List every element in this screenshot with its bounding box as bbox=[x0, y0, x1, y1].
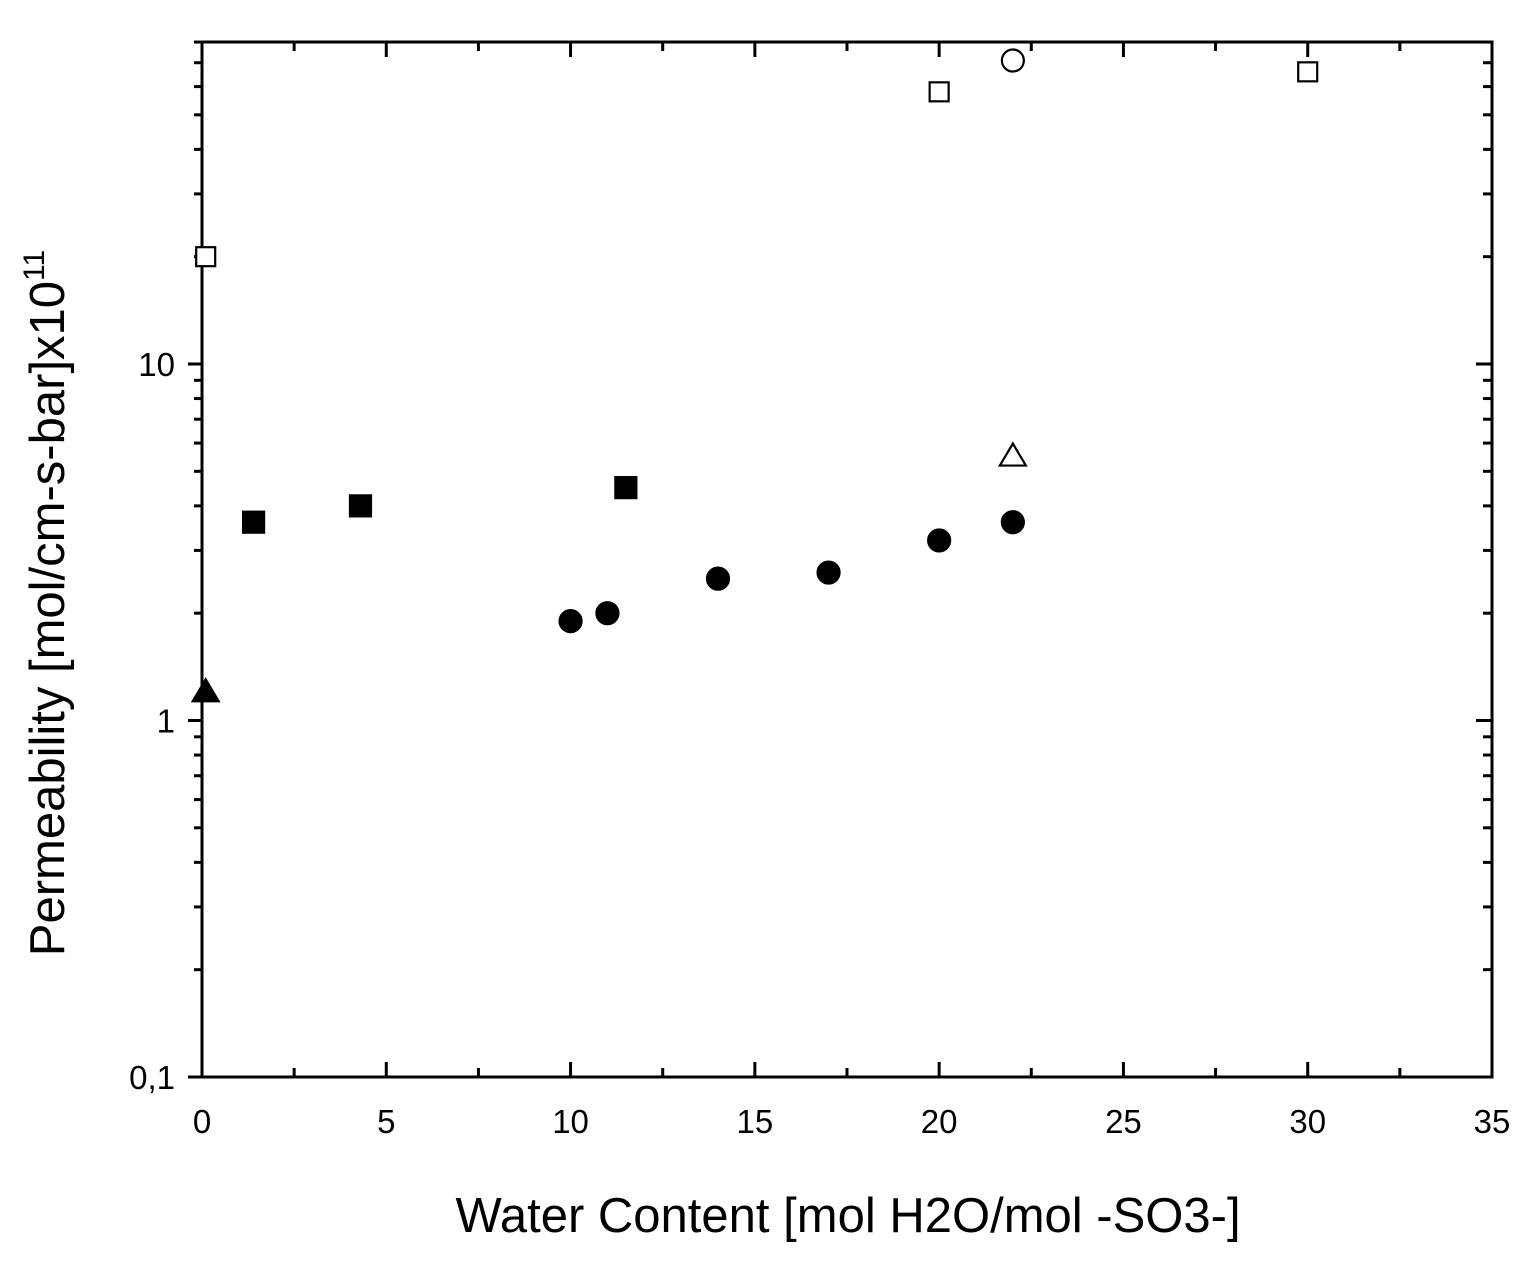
data-point-circle-filled bbox=[558, 609, 583, 634]
x-tick-label: 35 bbox=[1474, 1103, 1511, 1140]
x-tick-label: 15 bbox=[736, 1103, 773, 1140]
data-point-square-open bbox=[1297, 61, 1319, 83]
plot-frame bbox=[200, 40, 1494, 1079]
y-tick-label: 10 bbox=[138, 346, 175, 383]
x-tick-label: 20 bbox=[921, 1103, 958, 1140]
data-point-circle-filled bbox=[595, 601, 620, 626]
data-markers bbox=[190, 48, 1319, 703]
x-axis-title: Water Content [mol H2O/mol -SO3-] bbox=[455, 1189, 1240, 1243]
data-point-square-filled bbox=[242, 510, 266, 534]
data-point-circle-filled bbox=[705, 566, 731, 591]
data-point-triangle-filled bbox=[190, 677, 221, 703]
plot-border bbox=[200, 40, 1494, 1079]
y-tick-label: 1 bbox=[157, 703, 175, 740]
data-point-circle-open bbox=[1000, 48, 1025, 73]
y-axis-title-exponent: 11 bbox=[18, 250, 51, 281]
x-tick-label: 5 bbox=[377, 1103, 395, 1140]
data-point-square-open bbox=[195, 246, 217, 268]
data-point-square-open bbox=[928, 81, 950, 103]
x-tick-label: 0 bbox=[193, 1103, 211, 1140]
data-point-triangle-open bbox=[997, 441, 1028, 467]
y-axis-title: Permeability [mol/cm-s-bar]x1011 bbox=[18, 250, 75, 956]
data-point-square-filled bbox=[348, 494, 373, 518]
y-axis-title-main: Permeability [mol/cm-s-bar]x10 bbox=[21, 281, 75, 956]
axis-ticks bbox=[188, 40, 1494, 1079]
x-tick-label: 25 bbox=[1105, 1103, 1142, 1140]
data-point-circle-filled bbox=[927, 528, 952, 553]
data-point-circle-filled bbox=[816, 560, 841, 585]
data-point-circle-filled bbox=[1000, 510, 1025, 535]
tick-labels: 0 5 10 15 20 25 30 35 0,1 1 10 bbox=[129, 346, 1510, 1140]
y-tick-label: 0,1 bbox=[129, 1059, 175, 1096]
x-tick-label: 30 bbox=[1289, 1103, 1326, 1140]
data-point-square-filled bbox=[614, 476, 638, 500]
x-tick-label: 10 bbox=[552, 1103, 589, 1140]
